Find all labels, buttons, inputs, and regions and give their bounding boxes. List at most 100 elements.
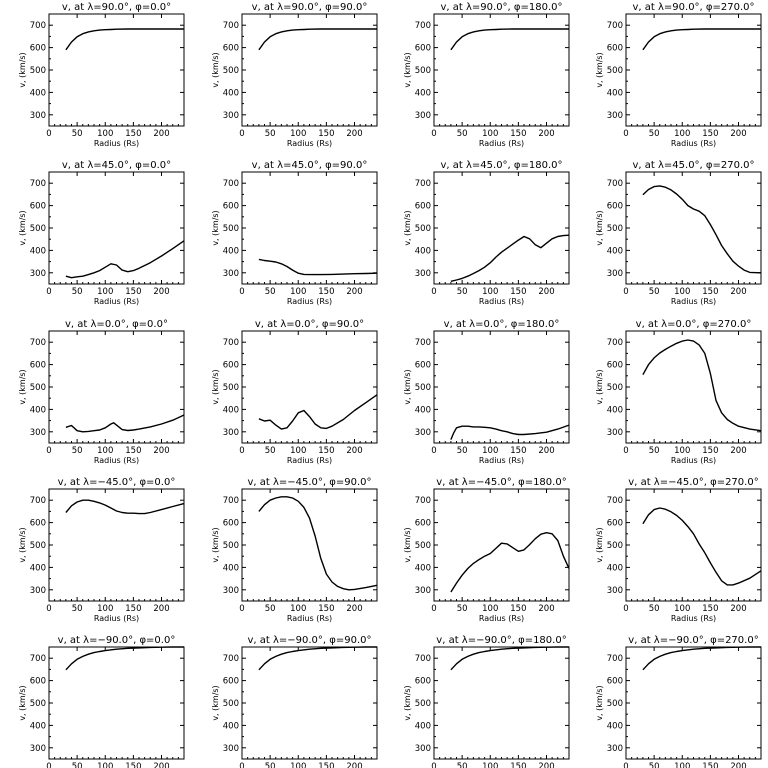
y-tick-label: 400: [415, 405, 431, 415]
y-axis-label: v, (km/s): [403, 527, 412, 562]
y-tick-label: 300: [30, 269, 46, 279]
x-tick-label: 0: [431, 287, 436, 297]
x-axis-label: Radius (Rs): [479, 139, 524, 148]
y-tick-label: 700: [607, 179, 623, 189]
chart-panel: v, at λ=45.0°, φ=90.0° 0 50 100 150 200 300 400…: [211, 160, 378, 306]
x-tick-label: 50: [457, 446, 468, 456]
x-tick-label: 100: [97, 129, 113, 139]
y-tick-label: 600: [607, 519, 623, 529]
x-tick-label: 100: [482, 762, 498, 768]
y-tick-label: 600: [30, 519, 46, 529]
x-axis-label: Radius (Rs): [287, 139, 332, 148]
chart-panel: v, at λ=−90.0°, φ=0.0° 0 50 100 150 200 300 400…: [18, 635, 185, 768]
y-tick-label: 600: [30, 361, 46, 371]
y-tick-label: 600: [415, 44, 431, 54]
data-line: [258, 28, 377, 51]
x-tick-label: 150: [510, 287, 526, 297]
data-line: [642, 28, 761, 51]
x-tick-label: 200: [153, 762, 169, 768]
plot-frame: [433, 488, 570, 602]
data-line: [258, 646, 377, 671]
x-tick-label: 0: [239, 287, 244, 297]
x-tick-label: 0: [46, 287, 51, 297]
chart-panel: v, at λ=90.0°, φ=180.0° 0 50 100 150 200 300 40…: [403, 2, 570, 148]
y-tick-label: 600: [223, 677, 239, 687]
y-tick-label: 300: [415, 111, 431, 121]
y-axis-label: v, (km/s): [595, 210, 604, 245]
x-tick-label: 150: [510, 762, 526, 768]
y-tick-label: 400: [223, 88, 239, 98]
x-tick-label: 200: [538, 446, 554, 456]
chart-panel: v, at λ=0.0°, φ=0.0° 0 50 100 150 200 300 400 50…: [18, 319, 185, 465]
x-tick-label: 50: [265, 129, 276, 139]
x-tick-label: 150: [702, 604, 718, 614]
x-tick-label: 200: [538, 604, 554, 614]
y-tick-label: 600: [415, 361, 431, 371]
x-axis-label: Radius (Rs): [94, 614, 139, 623]
x-axis-label: Radius (Rs): [94, 456, 139, 465]
y-axis-label: v, (km/s): [211, 210, 220, 245]
chart-panel: v, at λ=0.0°, φ=90.0° 0 50 100 150 200 300 400 5…: [211, 319, 378, 465]
x-tick-label: 0: [239, 762, 244, 768]
x-tick-label: 0: [46, 604, 51, 614]
y-axis-label: v, (km/s): [18, 685, 27, 720]
panel-title: v, at λ=0.0°, φ=90.0°: [255, 319, 364, 330]
panel-title: v, at λ=45.0°, φ=270.0°: [632, 160, 754, 171]
x-axis-label: Radius (Rs): [287, 297, 332, 306]
y-tick-label: 500: [30, 541, 46, 551]
panel-title: v, at λ=45.0°, φ=90.0°: [252, 160, 368, 171]
x-tick-label: 150: [318, 287, 334, 297]
x-tick-label: 100: [482, 446, 498, 456]
x-tick-label: 200: [730, 604, 746, 614]
panel-title: v, at λ=90.0°, φ=270.0°: [632, 2, 754, 13]
y-axis-label: v, (km/s): [211, 685, 220, 720]
x-tick-label: 50: [649, 446, 660, 456]
y-tick-label: 700: [223, 654, 239, 664]
x-axis-label: Radius (Rs): [671, 297, 716, 306]
y-tick-label: 400: [415, 246, 431, 256]
y-tick-label: 500: [30, 224, 46, 234]
y-tick-label: 300: [607, 744, 623, 754]
y-tick-label: 500: [607, 699, 623, 709]
x-tick-label: 150: [318, 762, 334, 768]
y-tick-label: 500: [415, 699, 431, 709]
y-tick-label: 700: [30, 654, 46, 664]
x-axis-label: Radius (Rs): [94, 139, 139, 148]
data-line: [450, 424, 570, 440]
x-tick-label: 0: [623, 129, 628, 139]
y-tick-label: 700: [415, 179, 431, 189]
data-line: [65, 240, 185, 279]
x-tick-label: 200: [346, 446, 362, 456]
y-tick-label: 400: [30, 563, 46, 573]
chart-panel: v, at λ=45.0°, φ=180.0° 0 50 100 150 200 300 40…: [403, 160, 570, 306]
y-axis-label: v, (km/s): [18, 369, 27, 404]
x-tick-label: 0: [623, 287, 628, 297]
x-tick-label: 150: [510, 604, 526, 614]
y-tick-label: 300: [223, 744, 239, 754]
panel-title: v, at λ=−45.0°, φ=0.0°: [58, 477, 176, 488]
x-axis-label: Radius (Rs): [671, 614, 716, 623]
x-tick-label: 0: [623, 604, 628, 614]
x-axis-label: Radius (Rs): [287, 456, 332, 465]
y-tick-label: 600: [415, 677, 431, 687]
y-tick-label: 600: [223, 519, 239, 529]
y-tick-label: 600: [30, 677, 46, 687]
x-tick-label: 50: [265, 762, 276, 768]
panel-title: v, at λ=−90.0°, φ=180.0°: [436, 635, 566, 646]
panel-title: v, at λ=−45.0°, φ=180.0°: [436, 477, 566, 488]
y-axis-label: v, (km/s): [18, 527, 27, 562]
x-tick-label: 50: [649, 129, 660, 139]
x-tick-label: 200: [346, 129, 362, 139]
y-tick-label: 700: [607, 21, 623, 31]
x-tick-label: 100: [290, 762, 306, 768]
x-tick-label: 0: [431, 604, 436, 614]
x-tick-label: 200: [346, 287, 362, 297]
y-tick-label: 500: [223, 541, 239, 551]
y-tick-label: 600: [415, 519, 431, 529]
chart-panel: v, at λ=−90.0°, φ=90.0° 0 50 100 150 200 300 40…: [211, 635, 378, 768]
y-tick-label: 500: [607, 66, 623, 76]
y-axis-label: v, (km/s): [595, 52, 604, 87]
x-tick-label: 150: [702, 287, 718, 297]
y-tick-label: 700: [607, 654, 623, 664]
x-tick-label: 50: [457, 604, 468, 614]
